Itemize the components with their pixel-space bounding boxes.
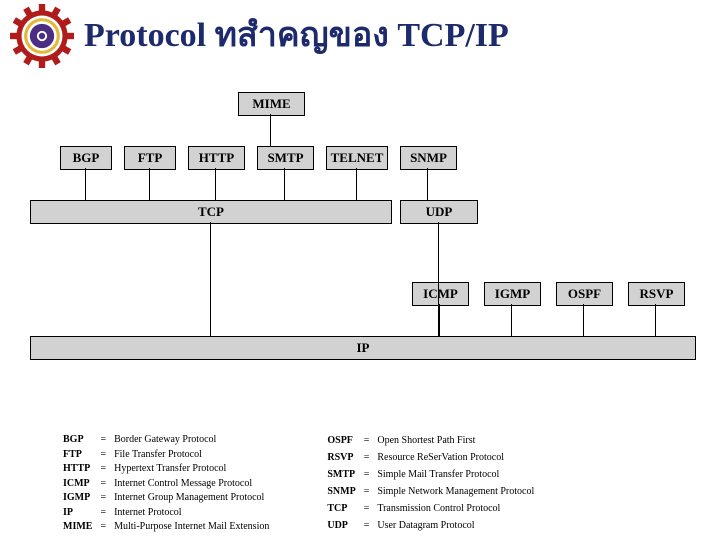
legend-cell: Border Gateway Protocol (111, 434, 272, 447)
legend-cell: RSVP (324, 451, 358, 466)
edge-mime-smtp (270, 114, 271, 146)
legend-cell: IP (60, 507, 95, 520)
legend-cell: Transmission Control Protocol (374, 502, 537, 517)
legend-row: HTTP=Hypertext Transfer Protocol (60, 463, 272, 476)
legend-cell: Internet Control Message Protocol (111, 478, 272, 491)
node-http: HTTP (188, 146, 245, 170)
edge-http-tcp (215, 168, 216, 200)
legend-cell: = (361, 502, 373, 517)
node-smtp: SMTP (257, 146, 314, 170)
legend-cell: = (97, 449, 109, 462)
legend-cell: Simple Mail Transfer Protocol (374, 468, 537, 483)
legend: BGP=Border Gateway ProtocolFTP=File Tran… (58, 432, 539, 536)
node-tcp: TCP (30, 200, 392, 224)
legend-cell: = (361, 485, 373, 500)
legend-row: FTP=File Transfer Protocol (60, 449, 272, 462)
edge-smtp-tcp (284, 168, 285, 200)
node-telnet: TELNET (326, 146, 388, 170)
legend-cell: TCP (324, 502, 358, 517)
legend-cell: = (361, 451, 373, 466)
edge-telnet-tcp (356, 168, 357, 200)
node-udp: UDP (400, 200, 478, 224)
node-ftp: FTP (124, 146, 176, 170)
legend-row: RSVP=Resource ReSerVation Protocol (324, 451, 537, 466)
edge-ospf-ip (583, 304, 584, 336)
legend-cell: File Transfer Protocol (111, 449, 272, 462)
slide-header: Protocol ทสำคญของ TCP/IP (0, 0, 720, 68)
legend-row: IP=Internet Protocol (60, 507, 272, 520)
legend-cell: = (97, 478, 109, 491)
legend-cell: Hypertext Transfer Protocol (111, 463, 272, 476)
legend-row: ICMP=Internet Control Message Protocol (60, 478, 272, 491)
legend-row: MIME=Multi-Purpose Internet Mail Extensi… (60, 521, 272, 534)
legend-cell: HTTP (60, 463, 95, 476)
node-snmp: SNMP (400, 146, 457, 170)
legend-right: OSPF=Open Shortest Path FirstRSVP=Resour… (322, 432, 539, 536)
edge-ftp-tcp (149, 168, 150, 200)
node-icmp: ICMP (412, 282, 469, 306)
edge-igmp-ip (511, 304, 512, 336)
legend-row: SNMP=Simple Network Management Protocol (324, 485, 537, 500)
legend-row: TCP=Transmission Control Protocol (324, 502, 537, 517)
node-bgp: BGP (60, 146, 112, 170)
node-mime: MIME (238, 92, 305, 116)
legend-cell: IGMP (60, 492, 95, 505)
edge-tcp-ip (210, 222, 211, 336)
legend-cell: = (361, 434, 373, 449)
legend-cell: = (97, 434, 109, 447)
legend-cell: OSPF (324, 434, 358, 449)
legend-cell: MIME (60, 521, 95, 534)
legend-row: UDP=User Datagram Protocol (324, 519, 537, 534)
legend-cell: = (97, 463, 109, 476)
legend-cell: Simple Network Management Protocol (374, 485, 537, 500)
legend-cell: Open Shortest Path First (374, 434, 537, 449)
legend-cell: User Datagram Protocol (374, 519, 537, 534)
legend-row: IGMP=Internet Group Management Protocol (60, 492, 272, 505)
legend-cell: Internet Protocol (111, 507, 272, 520)
edge-bgp-tcp (85, 168, 86, 200)
legend-row: BGP=Border Gateway Protocol (60, 434, 272, 447)
legend-cell: UDP (324, 519, 358, 534)
logo-icon (10, 4, 74, 68)
legend-cell: Multi-Purpose Internet Mail Extension (111, 521, 272, 534)
legend-cell: = (97, 492, 109, 505)
legend-cell: ICMP (60, 478, 95, 491)
slide-title: Protocol ทสำคญของ TCP/IP (84, 17, 509, 54)
legend-cell: Resource ReSerVation Protocol (374, 451, 537, 466)
protocol-diagram: MIME BGP FTP HTTP SMTP TELNET SNMP TCP UDP ICMP IG… (0, 92, 720, 392)
legend-cell: BGP (60, 434, 95, 447)
legend-cell: = (97, 521, 109, 534)
node-igmp: IGMP (484, 282, 541, 306)
edge-snmp-udp (427, 168, 428, 200)
legend-cell: = (361, 468, 373, 483)
legend-row: OSPF=Open Shortest Path First (324, 434, 537, 449)
node-ip: IP (30, 336, 696, 360)
edge-rsvp-ip (655, 304, 656, 336)
legend-cell: = (97, 507, 109, 520)
legend-row: SMTP=Simple Mail Transfer Protocol (324, 468, 537, 483)
legend-cell: Internet Group Management Protocol (111, 492, 272, 505)
legend-cell: SMTP (324, 468, 358, 483)
edge-icmp-ip (439, 304, 440, 336)
legend-left: BGP=Border Gateway ProtocolFTP=File Tran… (58, 432, 274, 536)
legend-cell: FTP (60, 449, 95, 462)
legend-cell: SNMP (324, 485, 358, 500)
node-rsvp: RSVP (628, 282, 685, 306)
legend-cell: = (361, 519, 373, 534)
node-ospf: OSPF (556, 282, 613, 306)
